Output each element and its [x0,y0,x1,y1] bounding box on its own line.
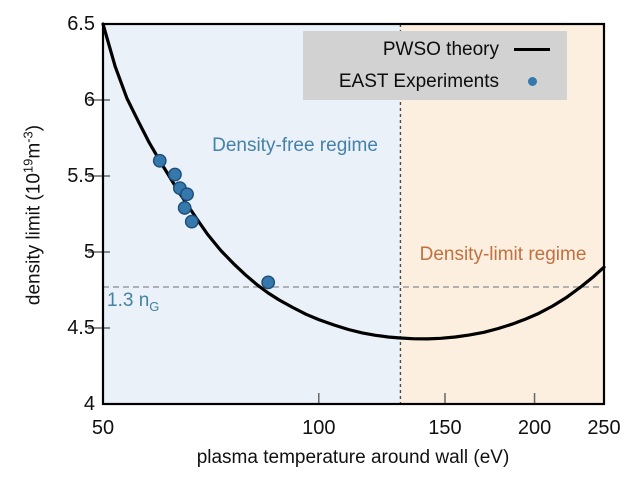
density-limit-regime-label: Density-limit regime [419,244,587,265]
y-tick-label: 4.5 [67,317,95,339]
density-free-regime-label: Density-free regime [212,135,378,156]
east-experiment-point [180,187,194,202]
east-experiment-point [168,167,182,182]
x-tick-label: 200 [517,417,552,439]
y-axis-title-sup: 19 [20,158,36,174]
legend-entry-east: EAST Experiments [311,68,553,96]
y-tick-label: 5.5 [67,165,95,187]
greenwald-fraction-label: 1.3 nG [107,290,159,314]
axes-border [101,22,606,406]
x-axis-title: plasma temperature around wall (eV) [196,447,510,468]
y-axis-title-sup2: -3 [20,131,36,143]
greenwald-fraction-sub: G [149,298,160,314]
y-tick-label: 5 [83,241,95,263]
y-axis-title-mid: m [23,142,45,159]
east-experiment-point [152,153,167,168]
legend-line-sample [511,48,553,51]
y-axis-title: density limit (1019m-3) [20,125,45,305]
legend-label-pwso: PWSO theory [382,38,499,60]
y-tick-label: 4 [83,393,95,415]
y-axis-title-suffix: ) [23,124,45,132]
greenwald-fraction-text: 1.3 n [107,290,150,312]
legend-entry-pwso: PWSO theory [311,36,553,64]
dot-swatch-icon [527,77,537,86]
x-tick-label: 150 [428,417,462,439]
legend-label-east: EAST Experiments [338,70,499,92]
east-experiment-point [177,201,192,215]
y-axis-title-text: density limit (10 [23,173,45,306]
line-swatch-icon [514,48,550,51]
y-tick-label: 6 [83,89,95,111]
legend: PWSO theory EAST Experiments [303,31,567,100]
y-tick-label: 6.5 [67,13,95,35]
east-experiment-point [261,275,276,290]
x-tick-label: 100 [302,417,336,439]
legend-dot-sample [511,77,553,86]
x-tick-label: 250 [587,417,621,439]
east-experiment-point [184,214,199,229]
x-tick-label: 50 [91,417,115,439]
